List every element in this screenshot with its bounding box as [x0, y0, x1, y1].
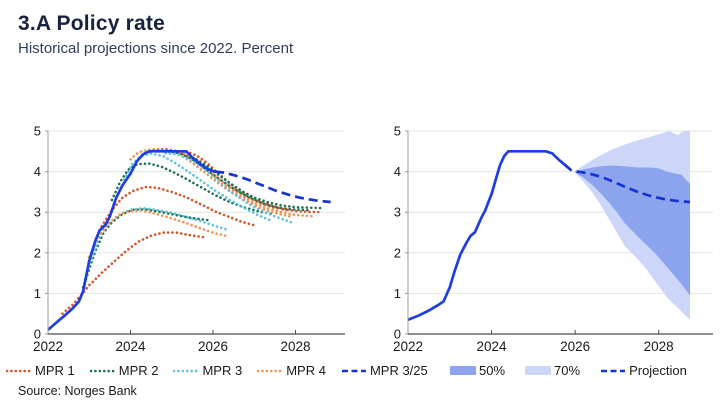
legend-right-item-50: 50% — [450, 363, 505, 378]
legend-dashed-line-icon — [601, 369, 626, 372]
legend-left-item-mpr-3: MPR 3 — [173, 363, 242, 378]
y-tick-label: 5 — [34, 124, 41, 139]
legend-right-item-70: 70% — [525, 363, 580, 378]
series-mpr1-2022 — [61, 231, 209, 315]
legend-dashed-line-icon — [341, 369, 366, 372]
legend-swatch-icon — [450, 366, 476, 375]
right-chart: 0 1 2 3 4 5 2022 2024 2026 2028 — [393, 124, 713, 354]
series-mpr3-25-projection — [214, 170, 331, 204]
series-mpr3-2023 — [123, 152, 273, 222]
x-tick-label: 2022 — [393, 339, 423, 354]
y-tick-label: 3 — [34, 205, 41, 220]
legend-right-label: Projection — [629, 363, 687, 378]
series-projection — [563, 163, 691, 204]
y-tick-label: 5 — [394, 124, 401, 139]
page-subtitle: Historical projections since 2022. Perce… — [18, 40, 294, 57]
legend-left-label: MPR 2 — [118, 363, 159, 378]
series-policy-rate — [47, 149, 216, 331]
y-tick-label: 4 — [394, 164, 401, 179]
legend-dotted-line-icon — [173, 369, 200, 372]
legend-right-label: 50% — [479, 363, 506, 378]
x-tick-label: 2022 — [33, 339, 63, 354]
legend-left-item-mpr-2: MPR 2 — [89, 363, 159, 378]
legend-right-item-projection: Projection — [600, 363, 687, 378]
legend-left-label: MPR 3/25 — [369, 363, 428, 378]
series-mpr2-2024 — [153, 149, 310, 212]
series-mpr1-2024 — [143, 147, 289, 212]
series-mpr1-2025 — [184, 149, 322, 214]
legend-dotted-line-icon — [89, 369, 116, 372]
y-tick-label: 3 — [394, 205, 401, 220]
legend-right-label: 70% — [554, 363, 581, 378]
y-tick-label: 1 — [34, 286, 41, 301]
x-tick-label: 2028 — [644, 339, 674, 354]
right-chart-legend: 50% 70% Projection — [450, 363, 687, 378]
series-policy-rate — [407, 149, 566, 322]
source-note: Source: Norges Bank — [18, 384, 137, 398]
x-tick-label: 2028 — [280, 339, 310, 354]
y-tick-label: 2 — [34, 245, 41, 260]
legend-swatch-icon — [525, 366, 552, 375]
y-tick-label: 0 — [34, 327, 41, 342]
x-tick-label: 2026 — [198, 339, 228, 354]
y-tick-label: 0 — [394, 327, 401, 342]
series-mpr3-2024 — [164, 151, 293, 224]
left-chart-legend: MPR 1 MPR 2 MPR 3 MPR 4 MPR 3/25 — [6, 363, 428, 378]
x-tick-label: 2024 — [115, 339, 146, 354]
series-mpr2-2022 — [81, 208, 211, 289]
x-tick-label: 2026 — [560, 339, 590, 354]
series-mpr1-2023 — [100, 185, 256, 228]
left-chart: 0 1 2 3 4 5 2022 2024 2026 2028 — [33, 124, 345, 354]
series-mpr4-2023 — [129, 147, 291, 218]
y-tick-label: 1 — [394, 286, 401, 301]
legend-left-item-mpr-3-25: MPR 3/25 — [341, 363, 428, 378]
legend-left-item-mpr-4: MPR 4 — [257, 363, 326, 378]
legend-left-label: MPR 3 — [202, 363, 243, 378]
x-tick-label: 2024 — [477, 339, 508, 354]
legend-left-item-mpr-1: MPR 1 — [6, 363, 75, 378]
series-mpr4-2022 — [87, 209, 227, 259]
legend-left-label: MPR 4 — [286, 363, 326, 378]
legend-dotted-line-icon — [6, 369, 32, 372]
y-tick-label: 4 — [34, 164, 41, 179]
y-tick-label: 2 — [394, 245, 401, 260]
legend-dotted-line-icon — [257, 369, 284, 372]
legend-left-label: MPR 1 — [35, 363, 75, 378]
page-title: 3.A Policy rate — [18, 12, 165, 35]
